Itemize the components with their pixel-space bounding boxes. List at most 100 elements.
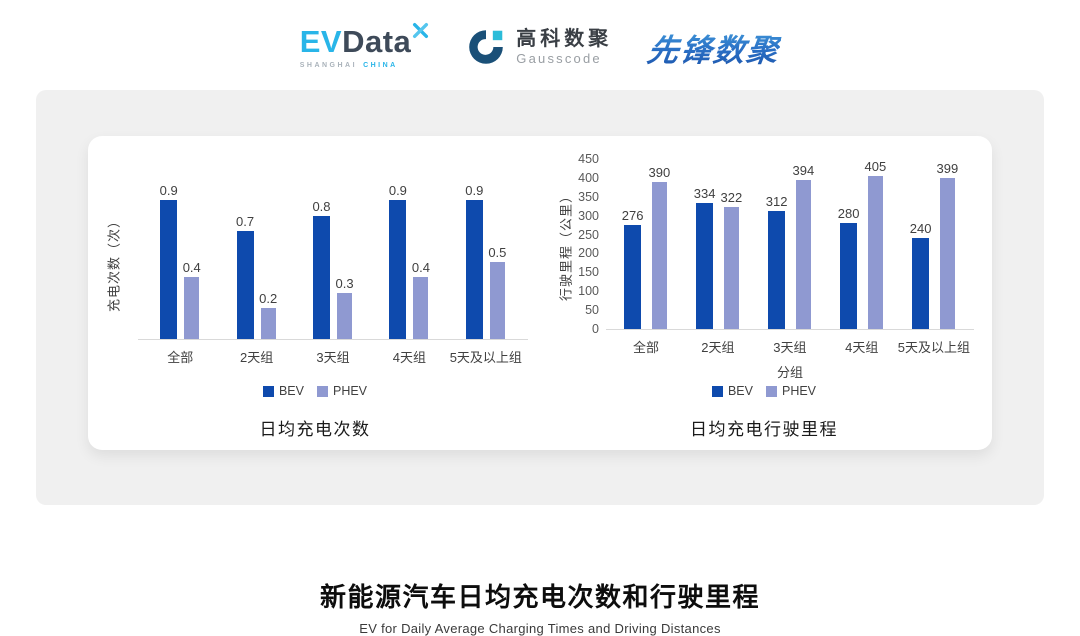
plot-area: 276 390 334 322 312 394 280 405 240 399 <box>606 160 974 330</box>
y-axis-title-zone: 充电次数（次） <box>102 186 124 340</box>
bar-group: 334 322 <box>682 160 754 329</box>
y-axis-title-zone: 行驶里程（公里） <box>554 160 576 330</box>
legend-item-bev: BEV <box>711 384 753 398</box>
gausscode-wordmark: 高科数聚 Gausscode <box>516 28 612 66</box>
bar-bev <box>624 224 642 329</box>
evdata-wordmark: EV Data <box>300 22 430 59</box>
main-subtitle: EV for Daily Average Charging Times and … <box>359 621 721 636</box>
category-label: 5天及以上组 <box>449 350 522 365</box>
bar-column: 0.9 <box>465 183 484 339</box>
bar-phev <box>413 277 429 339</box>
category-label: 3天组 <box>316 350 350 365</box>
value-label: 0.4 <box>411 260 430 276</box>
main-title: 新能源汽车日均充电次数和行驶里程 <box>319 582 760 612</box>
value-label: 0.9 <box>159 183 178 199</box>
y-tick-label: 300 <box>578 208 599 223</box>
header-logos: EV Data SHANGHAI CHINA 高科数聚 Gausscode <box>0 0 1080 84</box>
bar-column: 399 <box>936 160 959 329</box>
value-label: 312 <box>765 194 788 210</box>
legend-swatch <box>262 385 274 397</box>
legend-label: BEV <box>727 384 753 398</box>
evdata-logo: EV Data SHANGHAI CHINA <box>300 22 430 69</box>
gray-panel: 充电次数（次） 0.9 0.4 0.7 0.2 0.8 0.3 0.9 0.4 0.9 0.5 全… <box>36 90 1044 505</box>
value-label: 0.9 <box>388 183 407 199</box>
value-label: 390 <box>648 164 671 180</box>
legend: BEV PHEV <box>102 384 528 398</box>
bar-bev <box>912 238 930 329</box>
value-label: 276 <box>621 207 644 223</box>
legend-swatch <box>316 385 328 397</box>
value-label: 0.3 <box>335 275 354 291</box>
value-label: 405 <box>864 159 887 174</box>
bar-column: 334 <box>694 160 716 329</box>
bar-group: 0.8 0.3 <box>295 186 371 339</box>
bar-column: 0.3 <box>336 186 354 339</box>
bar-phev <box>795 180 811 329</box>
bar-phev <box>184 277 200 339</box>
bar-column: 390 <box>648 160 671 329</box>
category-label: 5天及以上组 <box>897 340 970 355</box>
value-label: 399 <box>936 161 959 177</box>
value-label: 0.2 <box>259 291 278 307</box>
legend-label: BEV <box>278 384 304 398</box>
bar-column: 276 <box>622 160 644 329</box>
value-label: 0.4 <box>182 260 201 276</box>
bar-phev <box>723 207 739 329</box>
y-tick-label: 100 <box>578 284 599 299</box>
y-tick-label: 0 <box>592 322 599 336</box>
chart-title: 日均充电行驶里程 <box>690 420 838 439</box>
bar-phev <box>260 308 276 339</box>
evdata-subtext: SHANGHAI CHINA <box>300 62 430 69</box>
bar-bev <box>389 200 407 339</box>
chart-daily-charging-times: 充电次数（次） 0.9 0.4 0.7 0.2 0.8 0.3 0.9 0.4 0.9 0.5 全… <box>88 136 538 450</box>
category-label: 2天组 <box>701 340 735 355</box>
category-label: 3天组 <box>773 340 807 355</box>
category-label: 全部 <box>632 340 659 355</box>
value-label: 0.9 <box>465 183 484 199</box>
category-label: 4天组 <box>392 350 427 365</box>
evdata-x-star-icon <box>413 22 429 38</box>
bar-column: 0.2 <box>259 186 277 339</box>
legend-label: PHEV <box>781 384 817 398</box>
bar-column: 0.9 <box>159 183 178 339</box>
bar-column: 312 <box>766 160 788 329</box>
evdata-data-text: Data <box>342 23 412 59</box>
y-axis-ticks: 0 50 100 150 200 250 300 350 400 450 <box>576 153 606 336</box>
bar-column: 405 <box>864 159 887 329</box>
value-label: 240 <box>909 221 932 237</box>
y-tick-label: 250 <box>578 227 599 242</box>
y-tick-label: 450 <box>578 152 599 166</box>
value-label: 0.5 <box>488 245 507 260</box>
y-axis-title: 行驶里程（公里） <box>558 188 574 302</box>
bar-group: 0.9 0.5 <box>448 183 524 339</box>
bar-column: 322 <box>721 160 742 329</box>
value-label: 280 <box>837 206 860 222</box>
category-label: 全部 <box>167 350 194 365</box>
y-tick-label: 150 <box>578 265 599 280</box>
plot-column: 276 390 334 322 312 394 280 405 240 399 全部 2天组 3天组 4… <box>606 160 974 380</box>
footer: 新能源汽车日均充电次数和行驶里程 EV for Daily Average Ch… <box>0 577 1080 636</box>
legend-item-phev: PHEV <box>765 384 817 398</box>
bar-column: 0.9 <box>388 183 407 339</box>
bar-phev <box>337 292 353 339</box>
category-label: 2天组 <box>239 350 274 365</box>
chart-title: 日均充电次数 <box>259 420 371 439</box>
bar-bev <box>465 200 483 339</box>
chart-plot-section: 行驶里程（公里） 0 50 100 150 200 250 300 350 400 450 276… <box>554 136 974 380</box>
chart-plot-section: 充电次数（次） 0.9 0.4 0.7 0.2 0.8 0.3 0.9 0.4 0.9 0.5 全… <box>102 136 528 372</box>
bar-phev <box>867 176 883 329</box>
bar-group: 0.9 0.4 <box>371 183 447 339</box>
bar-bev <box>840 223 858 329</box>
bar-group: 240 399 <box>898 160 970 329</box>
y-axis-title: 充电次数（次） <box>106 213 122 313</box>
category-axis: 全部 2天组 3天组 4天组 5天及以上组 <box>138 347 528 366</box>
gausscode-en-text: Gausscode <box>516 50 602 66</box>
bar-group: 312 394 <box>754 160 826 329</box>
legend-label: PHEV <box>332 384 368 398</box>
xianfeng-shuju-logo: 先锋数聚 <box>645 25 782 70</box>
plot-column: 0.9 0.4 0.7 0.2 0.8 0.3 0.9 0.4 0.9 0.5 全部 2天组 3天组 4… <box>124 183 528 372</box>
legend: BEV PHEV <box>554 384 974 398</box>
plot-area: 0.9 0.4 0.7 0.2 0.8 0.3 0.9 0.4 0.9 0.5 <box>138 183 528 340</box>
gausscode-logo: 高科数聚 Gausscode <box>465 26 612 68</box>
